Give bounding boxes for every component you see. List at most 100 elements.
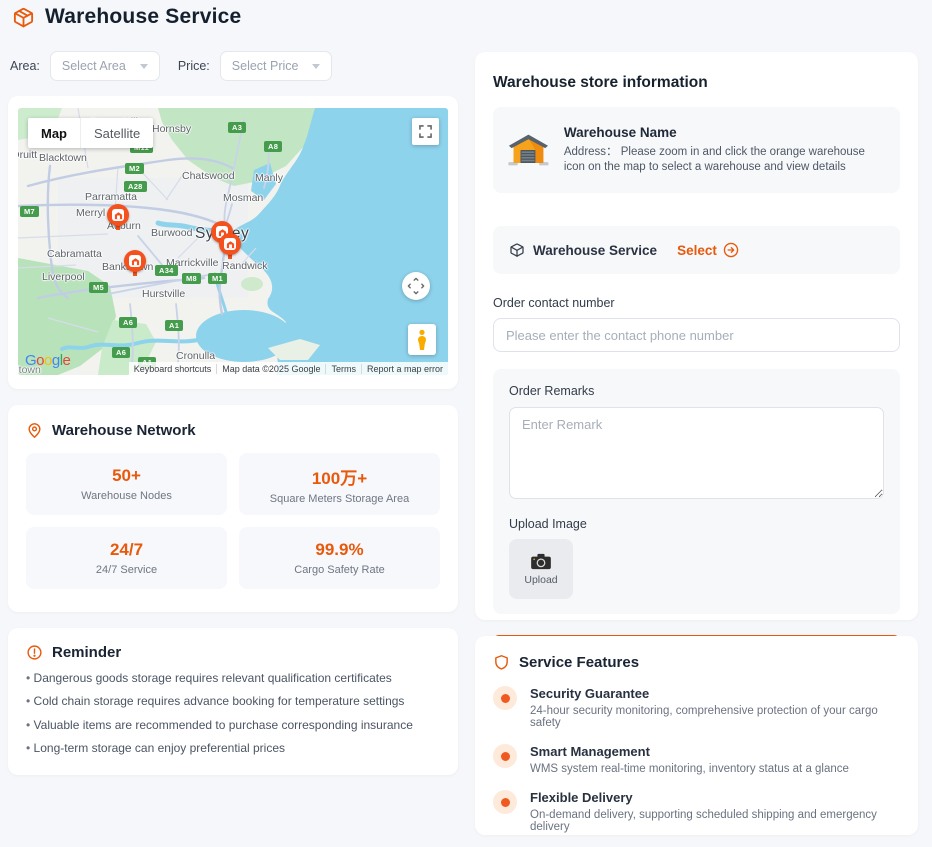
warehouse-address-hint: Address： Please zoom in and click the or… [563,146,865,173]
stat-value: 100万+ [311,468,368,488]
shield-icon [495,655,508,670]
price-select-value: Select Price [231,59,299,73]
chevron-down-icon [139,63,148,69]
fullscreen-button[interactable] [412,118,439,145]
pan-control[interactable] [402,272,430,300]
order-remarks-textarea[interactable] [509,407,884,499]
warehouse-marker-icon[interactable] [124,250,146,276]
network-title: Warehouse Network [52,422,196,439]
map-data-credit: Map data ©2025 Google [216,363,325,374]
map-label-hornsby: Hornsby [152,123,192,135]
area-filter-label: Area: [10,59,40,73]
package-icon [510,243,524,257]
reminder-item: Dangerous goods storage requires relevan… [26,671,440,685]
map-label-druitt: Druitt [18,149,38,161]
google-logo-letter: o [44,352,52,369]
feature-smart-management: Smart Management WMS system real-time mo… [493,744,900,775]
feature-dot-icon [493,744,517,768]
store-info-title: Warehouse store information [493,74,708,91]
map-attribution: Keyboard shortcuts Map data ©2025 Google… [128,362,448,375]
reminder-card: Reminder Dangerous goods storage require… [8,628,458,775]
store-information-card: Warehouse store information Warehouse Na… [475,52,918,663]
warehouse-marker-icon[interactable] [219,233,241,259]
map-label-blacktown: Blacktown [39,152,87,164]
map-type-satellite-button[interactable]: Satellite [80,118,153,148]
road-shield: M1 [208,273,228,284]
alert-circle-icon [27,645,42,660]
stat-label: Cargo Safety Rate [294,564,385,576]
feature-dot-icon [493,790,517,814]
feature-desc: 24-hour security monitoring, comprehensi… [530,705,878,729]
stat-value: 24/7 [109,540,144,559]
page-title: Warehouse Service [45,5,242,28]
map-label-town-partial: lltown [18,364,41,375]
warehouse-service-row: Warehouse Service Select [493,226,900,274]
road-shield: M2 [125,163,145,174]
stat-safety-rate: 99.9% Cargo Safety Rate [239,527,440,589]
feature-desc: On-demand delivery, supporting scheduled… [530,809,877,833]
feature-title: Flexible Delivery [530,790,633,805]
map-label-cronulla: Cronulla [176,350,216,362]
report-map-error-link[interactable]: Report a map error [360,363,448,374]
road-shield: A6 [119,317,138,328]
fullscreen-icon [419,125,432,138]
stat-storage-area: 100万+ Square Meters Storage Area [239,453,440,515]
camera-icon [531,553,551,569]
warehouse-info-box: Warehouse Name Address： Please zoom in a… [493,107,900,193]
google-logo-letter: o [36,352,45,369]
road-shield: A6 [112,347,131,358]
road-shield: A1 [165,320,184,331]
google-logo-letter: G [25,352,37,369]
keyboard-shortcuts-link[interactable]: Keyboard shortcuts [133,363,212,374]
upload-image-button[interactable]: Upload [509,539,573,599]
order-remarks-label: Order Remarks [509,384,595,398]
pan-arrows-icon [407,277,425,295]
feature-dot-icon [493,686,517,710]
reminder-item: Valuable items are recommended to purcha… [26,718,440,732]
map-label-parramatta: Parramatta [85,191,137,203]
feature-flexible-delivery: Flexible Delivery On-demand delivery, su… [493,790,900,833]
order-remarks-box: Order Remarks Upload Image Upload [493,369,900,614]
filter-bar: Area: Select Area Price: Select Price [10,51,333,81]
stat-warehouse-nodes: 50+ Warehouse Nodes [26,453,227,515]
chevron-down-icon [312,63,321,69]
feature-desc: WMS system real-time monitoring, invento… [530,763,849,775]
reminder-title: Reminder [52,644,122,661]
stat-service-hours: 24/7 24/7 Service [26,527,227,589]
map-label-hurstville: Hurstville [142,288,186,300]
map-label-cabramatta: Cabramatta [47,248,102,260]
feature-title: Smart Management [530,744,650,759]
stat-value: 99.9% [315,540,364,559]
page-header: Warehouse Service [12,5,241,29]
select-warehouse-link[interactable]: Select [677,242,739,258]
terms-link[interactable]: Terms [325,363,361,374]
feature-title: Security Guarantee [530,686,650,701]
google-logo[interactable]: Google [25,352,71,369]
google-logo-letter: g [51,352,60,369]
road-shield: M7 [20,206,40,217]
pegman-icon [418,329,426,350]
price-select[interactable]: Select Price [219,51,333,81]
contact-number-input[interactable] [493,318,900,352]
warehouse-network-card: Warehouse Network 50+ Warehouse Nodes 10… [8,405,458,612]
google-map[interactable]: Rouse Hill Castle Hill Hornsby Druitt Bl… [18,108,448,375]
network-stats: 50+ Warehouse Nodes 100万+ Square Meters … [26,453,440,589]
warehouse-marker-icon[interactable] [107,204,129,230]
feature-security: Security Guarantee 24-hour security moni… [493,686,900,729]
road-shield: A3 [228,122,247,133]
road-shield: A8 [264,141,283,152]
stat-label: Square Meters Storage Area [269,492,410,505]
google-logo-letter: e [62,352,71,369]
map-type-map-button[interactable]: Map [41,125,67,141]
area-select[interactable]: Select Area [49,51,160,81]
stat-value: 50+ [112,466,141,485]
map-label-mosman: Mosman [223,192,264,204]
price-filter-label: Price: [177,59,210,73]
road-shield: A28 [124,181,147,192]
warehouse-name: Warehouse Name [563,125,677,140]
pegman-button[interactable] [408,324,436,355]
road-shield: A34 [155,265,178,276]
warehouse-building-icon [508,134,549,166]
contact-number-label: Order contact number [493,296,615,310]
